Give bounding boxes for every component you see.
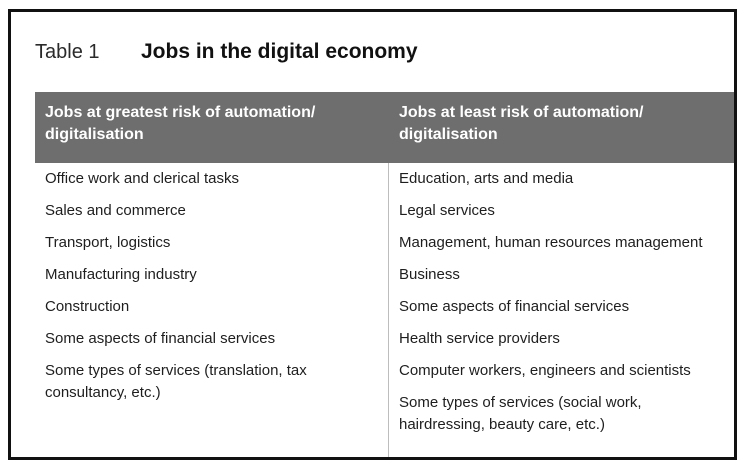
- table-cell: Some aspects of financial services: [45, 330, 276, 347]
- table-title: Table 1 Jobs in the digital economy: [35, 40, 418, 70]
- table-cell: Computer workers, engineers and scientis…: [399, 362, 691, 379]
- table-caption: Jobs in the digital economy: [141, 40, 418, 63]
- table-cell: Business: [399, 266, 460, 283]
- least-risk-column: Education, arts and media Legal services…: [389, 163, 734, 457]
- table-cell: Legal services: [399, 202, 495, 219]
- header-greatest-risk: Jobs at greatest risk of automation/ dig…: [45, 104, 316, 143]
- table-cell: Some types of services (social work, hai…: [399, 394, 642, 433]
- header-least-risk: Jobs at least risk of automation/ digita…: [399, 104, 644, 143]
- greatest-risk-column: Office work and clerical tasks Sales and…: [35, 163, 389, 457]
- table-cell: Manufacturing industry: [45, 266, 197, 283]
- table-cell: Office work and clerical tasks: [45, 170, 239, 187]
- table-cell: Some aspects of financial services: [399, 298, 630, 315]
- table-header-row: Jobs at greatest risk of automation/ dig…: [35, 92, 734, 163]
- table-cell: Sales and commerce: [45, 202, 186, 219]
- table-cell: Some types of services (translation, tax…: [45, 362, 307, 401]
- table-cell: Education, arts and media: [399, 170, 574, 187]
- table-cell: Health service providers: [399, 330, 560, 347]
- table-frame: Table 1 Jobs in the digital economy Jobs…: [8, 9, 737, 460]
- table-cell: Management, human resources management: [399, 234, 703, 251]
- table-cell: Transport, logistics: [45, 234, 171, 251]
- table-body: Office work and clerical tasks Sales and…: [35, 163, 734, 457]
- table-number: Table 1: [35, 41, 100, 63]
- table-cell: Construction: [45, 298, 130, 315]
